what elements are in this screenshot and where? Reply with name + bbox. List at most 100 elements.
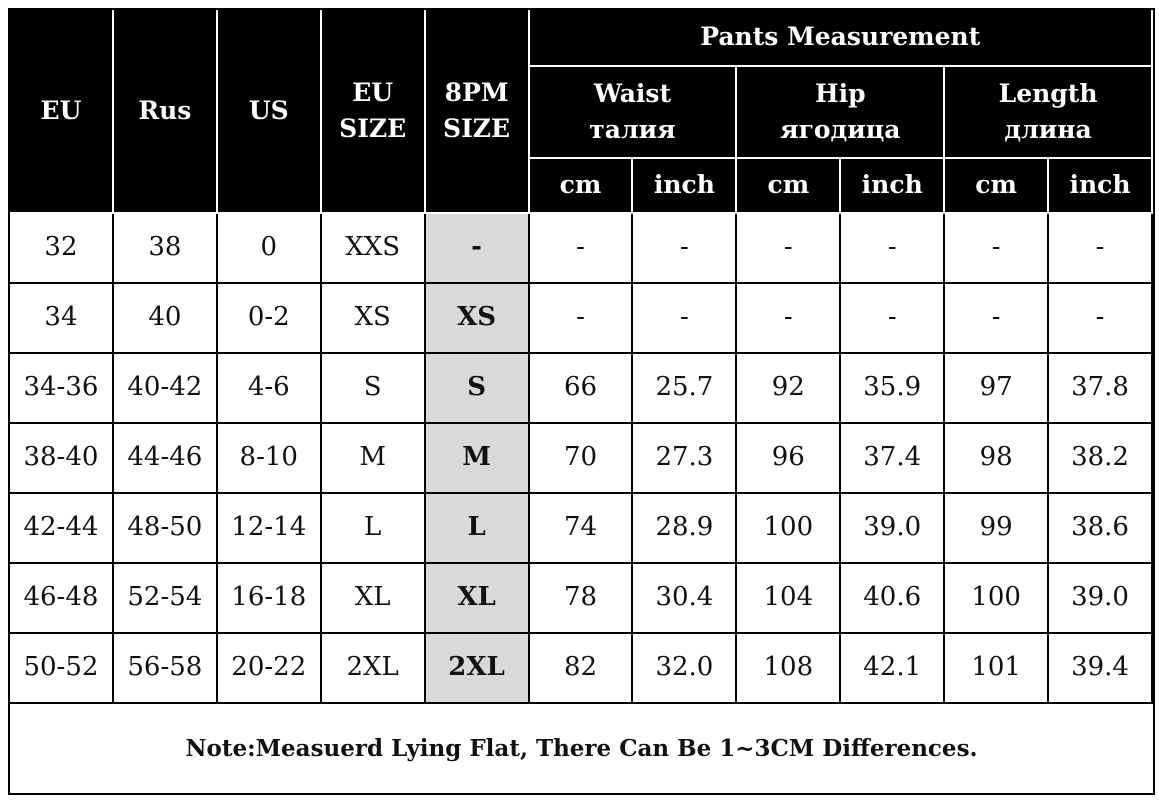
cell-text: XS — [457, 302, 497, 333]
cell-text: 27.3 — [655, 442, 714, 473]
header-cell: Waist талия — [529, 67, 738, 159]
data-cell: 48-50 — [113, 494, 218, 564]
cell-text: cm — [975, 170, 1017, 200]
cell-text: Pants Measurement — [700, 22, 981, 52]
cell-text: 48-50 — [127, 512, 203, 543]
cell-text: - — [887, 232, 897, 263]
data-cell: XXS — [321, 214, 426, 284]
cell-text: - — [1095, 302, 1105, 333]
data-cell: L — [425, 494, 530, 564]
data-cell: 34 — [10, 284, 114, 354]
cell-text: 35.9 — [863, 372, 922, 403]
header-cell: Hip ягодица — [737, 67, 946, 159]
cell-text: 28.9 — [655, 512, 714, 543]
cell-text: 25.7 — [655, 372, 714, 403]
unit-cell: cm — [737, 159, 842, 214]
cell-text: XL — [354, 582, 391, 613]
cell-text: - — [576, 302, 585, 333]
cell-text: - — [1095, 232, 1105, 263]
data-cell: 30.4 — [633, 564, 738, 634]
data-cell: - — [841, 214, 946, 284]
cell-text: 101 — [971, 652, 1021, 683]
data-cell: - — [529, 214, 634, 284]
unit-cell: cm — [529, 159, 634, 214]
cell-text: 56-58 — [127, 652, 203, 683]
cell-text: 96 — [771, 442, 805, 473]
cell-text: L — [364, 512, 382, 543]
data-cell: XS — [321, 284, 426, 354]
cell-text: L — [467, 512, 486, 543]
cell-text: 100 — [763, 512, 814, 543]
cell-text: 16-18 — [231, 582, 307, 613]
data-cell: 97 — [945, 354, 1050, 424]
data-cell: 42.1 — [841, 634, 946, 704]
data-cell: 92 — [737, 354, 842, 424]
data-cell: 12-14 — [217, 494, 322, 564]
data-cell: 42-44 — [10, 494, 114, 564]
data-cell: - — [425, 214, 530, 284]
data-cell: 52-54 — [113, 564, 218, 634]
data-cell: 98 — [945, 424, 1050, 494]
cell-text: inch — [653, 170, 715, 200]
data-cell: S — [425, 354, 530, 424]
data-cell: 38-40 — [10, 424, 114, 494]
unit-cell: inch — [1049, 159, 1153, 214]
unit-cell: cm — [945, 159, 1050, 214]
data-cell: 4-6 — [217, 354, 322, 424]
data-cell: 101 — [945, 634, 1050, 704]
data-cell: 74 — [529, 494, 634, 564]
cell-text: M — [359, 442, 386, 473]
data-cell: 0 — [217, 214, 322, 284]
header-cell: Length длина — [945, 67, 1153, 159]
cell-text: 32.0 — [655, 652, 714, 683]
data-cell: 27.3 — [633, 424, 738, 494]
cell-text: 12-14 — [231, 512, 307, 543]
cell-text: 0-2 — [247, 302, 290, 333]
cell-text: S — [363, 372, 382, 403]
data-cell: 50-52 — [10, 634, 114, 704]
cell-text: 104 — [763, 582, 814, 613]
cell-text: 30.4 — [655, 582, 714, 613]
cell-text: 4-6 — [247, 372, 290, 403]
data-cell: 108 — [737, 634, 842, 704]
cell-text: 38.2 — [1071, 442, 1129, 473]
data-cell: 37.4 — [841, 424, 946, 494]
data-cell: - — [633, 214, 738, 284]
cell-text: 8-10 — [239, 442, 298, 473]
cell-text: Waist — [593, 78, 672, 108]
cell-text: 39.0 — [863, 512, 922, 543]
data-cell: - — [737, 284, 842, 354]
unit-cell: inch — [841, 159, 946, 214]
data-cell: - — [1049, 284, 1153, 354]
size-table: EU Rus US EU SIZE 8PM SIZE Pants Measurement Wai… — [8, 8, 1155, 795]
data-cell: 39.0 — [1049, 564, 1153, 634]
cell-text: S — [467, 372, 486, 403]
cell-text: 99 — [979, 512, 1013, 543]
data-cell: 39.4 — [1049, 634, 1153, 704]
data-cell: 8-10 — [217, 424, 322, 494]
cell-text: 37.4 — [863, 442, 922, 473]
cell-text: SIZE — [443, 114, 511, 143]
cell-text: - — [576, 232, 585, 263]
data-cell: 99 — [945, 494, 1050, 564]
cell-text: - — [680, 302, 689, 333]
data-cell: S — [321, 354, 426, 424]
cell-text: 70 — [563, 442, 598, 473]
cell-text: 100 — [971, 582, 1021, 613]
data-cell: 104 — [737, 564, 842, 634]
cell-text: 98 — [979, 442, 1013, 473]
data-cell: - — [633, 284, 738, 354]
note: Note:Measuerd Lying Flat, There Can Be 1… — [10, 704, 1153, 793]
data-cell: 40 — [113, 284, 218, 354]
data-cell: - — [841, 284, 946, 354]
cell-text: 40 — [148, 302, 182, 333]
unit-cell: inch — [633, 159, 738, 214]
header-cell: Rus — [113, 10, 218, 214]
data-cell: 66 — [529, 354, 634, 424]
data-cell: - — [737, 214, 842, 284]
cell-text: талия — [589, 115, 676, 144]
cell-text: длина — [1004, 115, 1092, 144]
header-cell: US — [217, 10, 322, 214]
data-cell: 56-58 — [113, 634, 218, 704]
